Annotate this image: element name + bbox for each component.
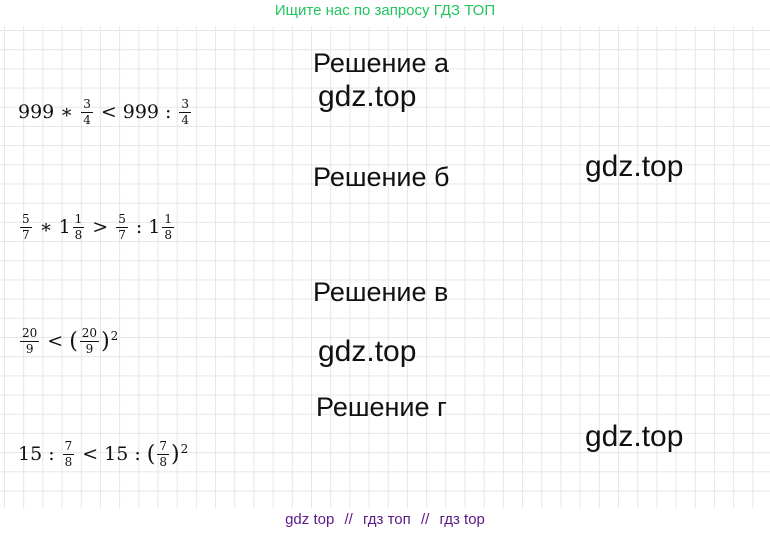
fraction: 20 9	[79, 326, 100, 356]
numerator: 20	[20, 326, 40, 342]
denominator: 7	[118, 227, 126, 242]
fraction: 1 8	[72, 212, 85, 242]
whole-part: 1	[58, 216, 71, 239]
numerator: 20	[79, 326, 100, 342]
watermark: gdz.top	[318, 335, 417, 368]
right-paren: )	[170, 441, 180, 467]
watermark: gdz.top	[585, 150, 684, 183]
comparison-sign: <	[47, 330, 64, 353]
operator-multiply: ∗	[39, 216, 53, 239]
heading-solution-d: Решение г	[316, 392, 447, 422]
watermark: gdz.top	[318, 80, 417, 113]
fraction: 1 8	[162, 213, 174, 241]
left-paren: (	[146, 441, 156, 467]
bottom-banner-separator: //	[420, 511, 430, 528]
number: 15	[18, 443, 43, 466]
denominator: 4	[181, 112, 190, 127]
numerator: 7	[157, 439, 169, 455]
operator-divide: :	[48, 443, 55, 466]
fraction: 20 9	[20, 326, 40, 356]
numerator: 1	[72, 212, 85, 228]
operator-divide: :	[134, 443, 141, 466]
operator-divide: :	[135, 216, 143, 239]
expression-d: 15 : 7 8 < 15 : ( 7 8 ) 2	[18, 440, 188, 468]
denominator: 8	[74, 227, 83, 242]
whole-part: 1	[148, 216, 161, 239]
operator-multiply: ∗	[60, 101, 74, 124]
exponent: 2	[180, 442, 189, 456]
denominator: 4	[83, 112, 91, 127]
fraction: 7 8	[62, 439, 75, 469]
grid-background	[0, 26, 770, 508]
number: 15	[104, 443, 129, 466]
numerator: 3	[81, 97, 93, 113]
heading-solution-b: Решение б	[313, 162, 450, 192]
left-paren: (	[69, 328, 78, 354]
fraction: 7 8	[157, 440, 169, 468]
exponent: 2	[110, 329, 119, 343]
expression-a: 999 ∗ 3 4 < 999 : 3 4	[18, 98, 193, 126]
number: 999	[18, 101, 55, 124]
top-banner: Ищите нас по запросу ГДЗ ТОП	[274, 2, 496, 19]
bottom-banner: gdz top // гдз топ // гдз top	[0, 511, 770, 528]
comparison-sign: <	[100, 101, 117, 124]
operator-divide: :	[165, 101, 172, 124]
right-paren: )	[101, 328, 110, 354]
expression-c: 20 9 < ( 20 9 ) 2	[18, 327, 118, 355]
bottom-banner-separator: //	[344, 511, 353, 528]
comparison-sign: <	[82, 443, 99, 466]
comparison-sign: >	[92, 216, 109, 239]
numerator: 3	[179, 97, 192, 113]
denominator: 9	[25, 341, 34, 356]
numerator: 5	[116, 212, 128, 228]
watermark: gdz.top	[585, 420, 684, 453]
heading-solution-a: Решение а	[313, 48, 450, 78]
denominator: 8	[64, 454, 73, 469]
fraction: 5 7	[116, 213, 128, 241]
fraction: 3 4	[179, 97, 192, 127]
denominator: 8	[159, 454, 167, 469]
bottom-banner-item: гдз top	[439, 511, 485, 528]
denominator: 7	[22, 227, 30, 242]
heading-solution-c: Решение в	[313, 277, 449, 307]
bottom-banner-item: gdz top	[285, 511, 335, 528]
fraction: 5 7	[20, 213, 32, 241]
numerator: 7	[62, 439, 75, 455]
number: 999	[122, 101, 160, 124]
denominator: 8	[164, 227, 172, 242]
numerator: 5	[20, 212, 32, 228]
fraction: 3 4	[81, 98, 93, 126]
bottom-banner-item: гдз топ	[363, 511, 411, 528]
expression-b: 5 7 ∗ 1 1 8 > 5 7 : 1 1 8	[18, 213, 176, 241]
denominator: 9	[85, 341, 94, 356]
numerator: 1	[162, 212, 174, 228]
